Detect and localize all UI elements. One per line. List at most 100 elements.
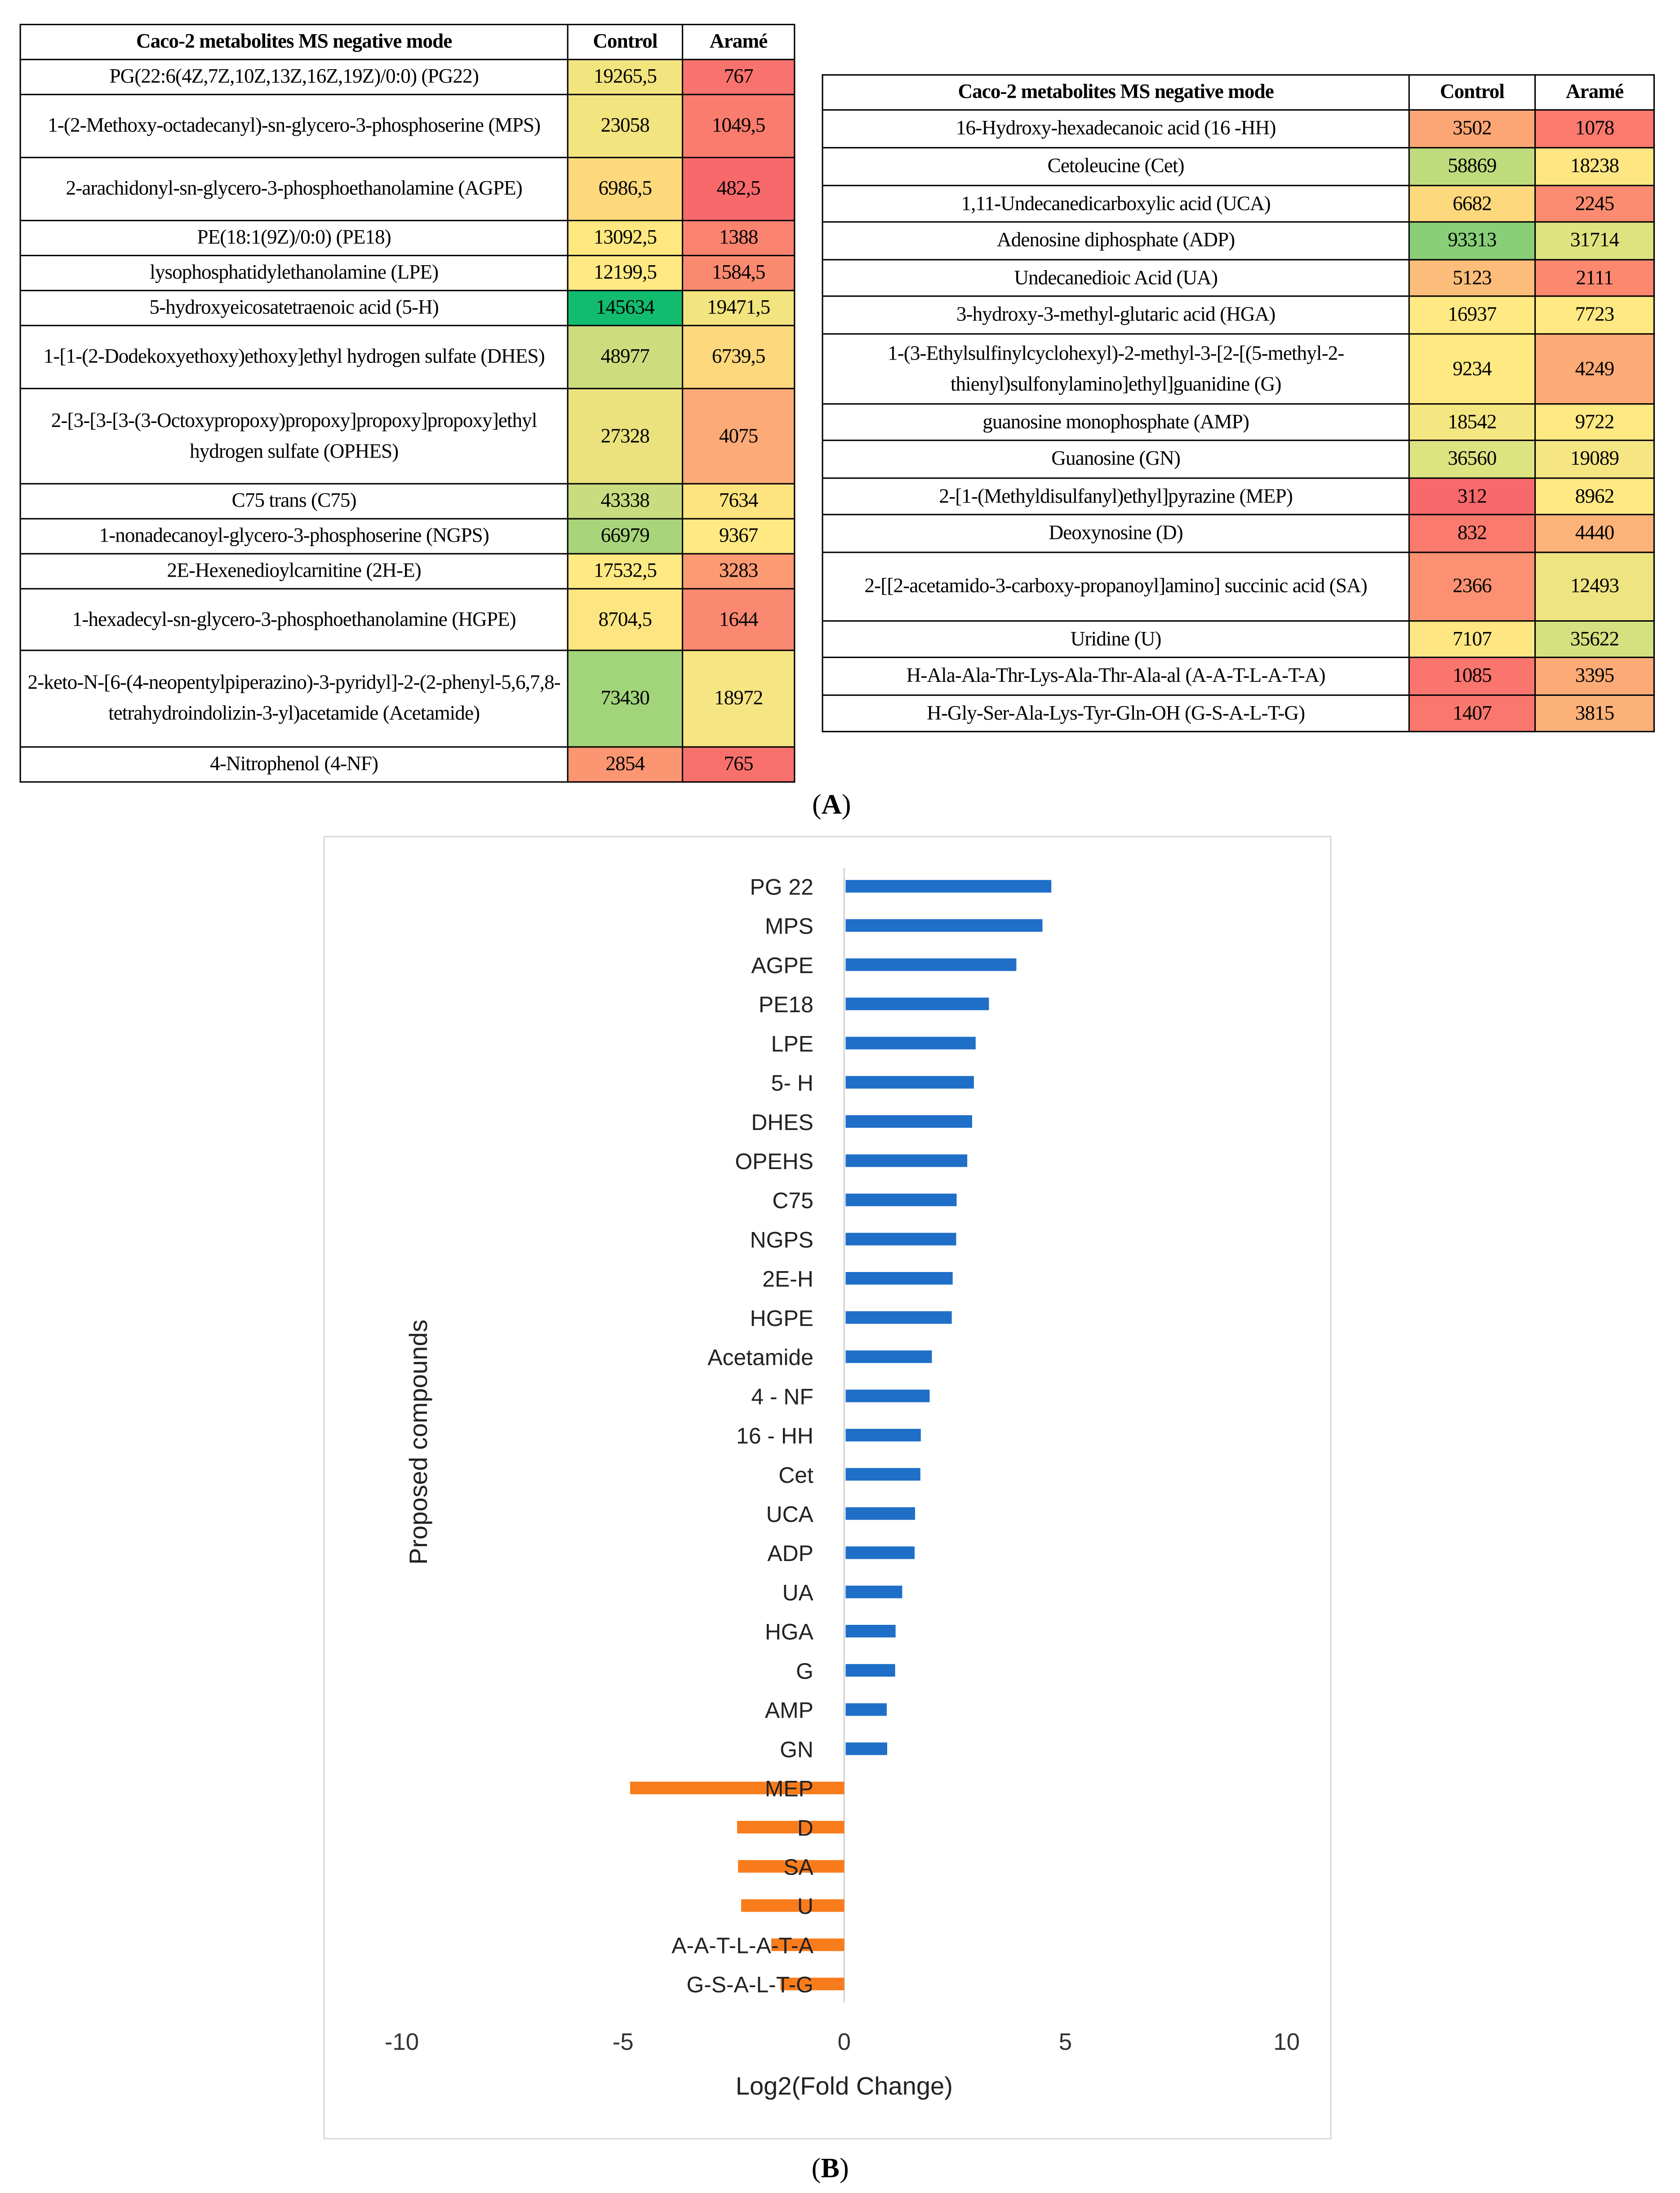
control-cell: 36560 bbox=[1408, 440, 1536, 479]
control-cell: 43338 bbox=[567, 483, 684, 520]
bar bbox=[845, 958, 1017, 971]
control-cell: 93313 bbox=[1408, 221, 1536, 261]
category-label: OPEHS bbox=[735, 1149, 813, 1174]
category-label: HGA bbox=[765, 1619, 814, 1645]
caption-b: (B) bbox=[811, 2153, 849, 2184]
table-row: 4-Nitrophenol (4-NF) 2854 765 bbox=[19, 746, 796, 783]
category-label: DHES bbox=[751, 1110, 813, 1135]
arame-cell: 31714 bbox=[1534, 221, 1655, 261]
arame-cell: 3283 bbox=[682, 553, 796, 590]
compound-cell: 1-[1-(2-Dodekoxyethoxy)ethoxy]ethyl hydr… bbox=[19, 325, 569, 389]
compound-cell: 2-keto-N-[6-(4-neopentylpiperazino)-3-py… bbox=[19, 649, 569, 748]
table-row: 2E-Hexenedioylcarnitine (2H-E) 17532,5 328… bbox=[19, 553, 796, 590]
bar bbox=[845, 1389, 930, 1402]
table-row: lysophosphatidylethanolamine (LPE) 12199,… bbox=[19, 254, 796, 291]
bar bbox=[845, 1624, 896, 1637]
control-cell: 1407 bbox=[1408, 694, 1536, 733]
table-row: 3-hydroxy-3-methyl-glutaric acid (HGA) 16… bbox=[822, 295, 1655, 335]
bar bbox=[845, 1115, 972, 1128]
category-label: U bbox=[797, 1894, 813, 1919]
table-row: Guanosine (GN) 36560 19089 bbox=[822, 440, 1655, 479]
bar bbox=[845, 1546, 915, 1559]
control-cell: 16937 bbox=[1408, 295, 1536, 335]
arame-cell: 3815 bbox=[1534, 694, 1655, 733]
category-label: UCA bbox=[766, 1502, 814, 1527]
header-compound: Caco-2 metabolites MS negative mode bbox=[19, 23, 569, 60]
arame-cell: 767 bbox=[682, 58, 796, 95]
arame-cell: 1644 bbox=[682, 588, 796, 651]
compound-cell: Adenosine diphosphate (ADP) bbox=[822, 221, 1410, 261]
compound-cell: 4-Nitrophenol (4-NF) bbox=[19, 746, 569, 783]
x-tick-label: -10 bbox=[385, 2028, 419, 2055]
table-row: 5-hydroxyeicosatetraenoic acid (5-H) 1456… bbox=[19, 289, 796, 326]
compound-cell: PG(22:6(4Z,7Z,10Z,13Z,16Z,19Z)/0:0) (PG2… bbox=[19, 58, 569, 95]
bar bbox=[738, 1860, 844, 1873]
caption-b-letter: B bbox=[821, 2153, 840, 2184]
table-row: Adenosine diphosphate (ADP) 93313 31714 bbox=[822, 221, 1655, 261]
category-label: ADP bbox=[767, 1541, 813, 1566]
compound-cell: 1,11-Undecanedicarboxylic acid (UCA) bbox=[822, 185, 1410, 223]
bar bbox=[845, 1272, 953, 1285]
arame-cell: 1388 bbox=[682, 220, 796, 257]
category-label: G bbox=[796, 1659, 813, 1684]
bar bbox=[780, 1977, 844, 1990]
x-tick-label: -5 bbox=[613, 2028, 634, 2055]
table-row: 1,11-Undecanedicarboxylic acid (UCA) 6682… bbox=[822, 185, 1655, 223]
category-label: AMP bbox=[765, 1698, 813, 1723]
header-control: Control bbox=[567, 23, 684, 60]
control-cell: 8704,5 bbox=[567, 588, 684, 651]
table-row: Undecanedioic Acid (UA) 5123 2111 bbox=[822, 259, 1655, 297]
table-row: PE(18:1(9Z)/0:0) (PE18) 13092,5 1388 bbox=[19, 220, 796, 257]
compound-cell: Deoxynosine (D) bbox=[822, 514, 1410, 553]
category-label: UA bbox=[782, 1580, 814, 1605]
category-label: D bbox=[797, 1815, 813, 1841]
category-label: 2E-H bbox=[762, 1267, 813, 1292]
table-header-row: Caco-2 metabolites MS negative mode Cont… bbox=[822, 74, 1655, 111]
bar bbox=[845, 1232, 956, 1246]
control-cell: 27328 bbox=[567, 387, 684, 485]
metabolites-table-left: Caco-2 metabolites MS negative mode Cont… bbox=[19, 23, 796, 783]
bar bbox=[771, 1938, 844, 1951]
table-row: 1-[1-(2-Dodekoxyethoxy)ethoxy]ethyl hydr… bbox=[19, 325, 796, 389]
control-cell: 9234 bbox=[1408, 333, 1536, 405]
table-row: 2-arachidonyl-sn-glycero-3-phosphoethano… bbox=[19, 156, 796, 222]
control-cell: 19265,5 bbox=[567, 58, 684, 95]
control-cell: 58869 bbox=[1408, 147, 1536, 187]
arame-cell: 7634 bbox=[682, 483, 796, 520]
control-cell: 312 bbox=[1408, 477, 1536, 516]
category-label: G-S-A-L-T-G bbox=[686, 1972, 813, 1997]
control-cell: 66979 bbox=[567, 518, 684, 555]
arame-cell: 2111 bbox=[1534, 259, 1655, 297]
bar bbox=[630, 1781, 844, 1794]
compound-cell: 3-hydroxy-3-methyl-glutaric acid (HGA) bbox=[822, 295, 1410, 335]
arame-cell: 9722 bbox=[1534, 403, 1655, 441]
header-arame: Aramé bbox=[682, 23, 796, 60]
bar bbox=[845, 1585, 902, 1598]
bar bbox=[845, 1428, 921, 1441]
compound-cell: 2-[[2-acetamido-3-carboxy-propanoyl]amin… bbox=[822, 552, 1410, 622]
caption-a: (A) bbox=[812, 789, 851, 821]
bar bbox=[845, 1311, 952, 1324]
compound-cell: 1-(2-Methoxy-octadecanyl)-sn-glycero-3-p… bbox=[19, 93, 569, 158]
category-label: PG 22 bbox=[750, 874, 813, 899]
control-cell: 17532,5 bbox=[567, 553, 684, 590]
compound-cell: 16-Hydroxy-hexadecanoic acid (16 -HH) bbox=[822, 109, 1410, 149]
compound-cell: guanosine monophosphate (AMP) bbox=[822, 403, 1410, 441]
control-cell: 5123 bbox=[1408, 259, 1536, 297]
arame-cell: 4075 bbox=[682, 387, 796, 485]
arame-cell: 18972 bbox=[682, 649, 796, 748]
arame-cell: 1078 bbox=[1534, 109, 1655, 149]
compound-cell: 5-hydroxyeicosatetraenoic acid (5-H) bbox=[19, 289, 569, 326]
bar bbox=[845, 880, 1052, 893]
control-cell: 3502 bbox=[1408, 109, 1536, 149]
bar bbox=[845, 1154, 968, 1167]
control-cell: 73430 bbox=[567, 649, 684, 748]
bar bbox=[845, 1036, 976, 1050]
category-label: GN bbox=[780, 1737, 813, 1762]
category-label: 16 - HH bbox=[736, 1423, 813, 1449]
table-row: guanosine monophosphate (AMP) 18542 9722 bbox=[822, 403, 1655, 441]
control-cell: 18542 bbox=[1408, 403, 1536, 441]
category-label: MEP bbox=[765, 1776, 813, 1802]
arame-cell: 1584,5 bbox=[682, 254, 796, 291]
